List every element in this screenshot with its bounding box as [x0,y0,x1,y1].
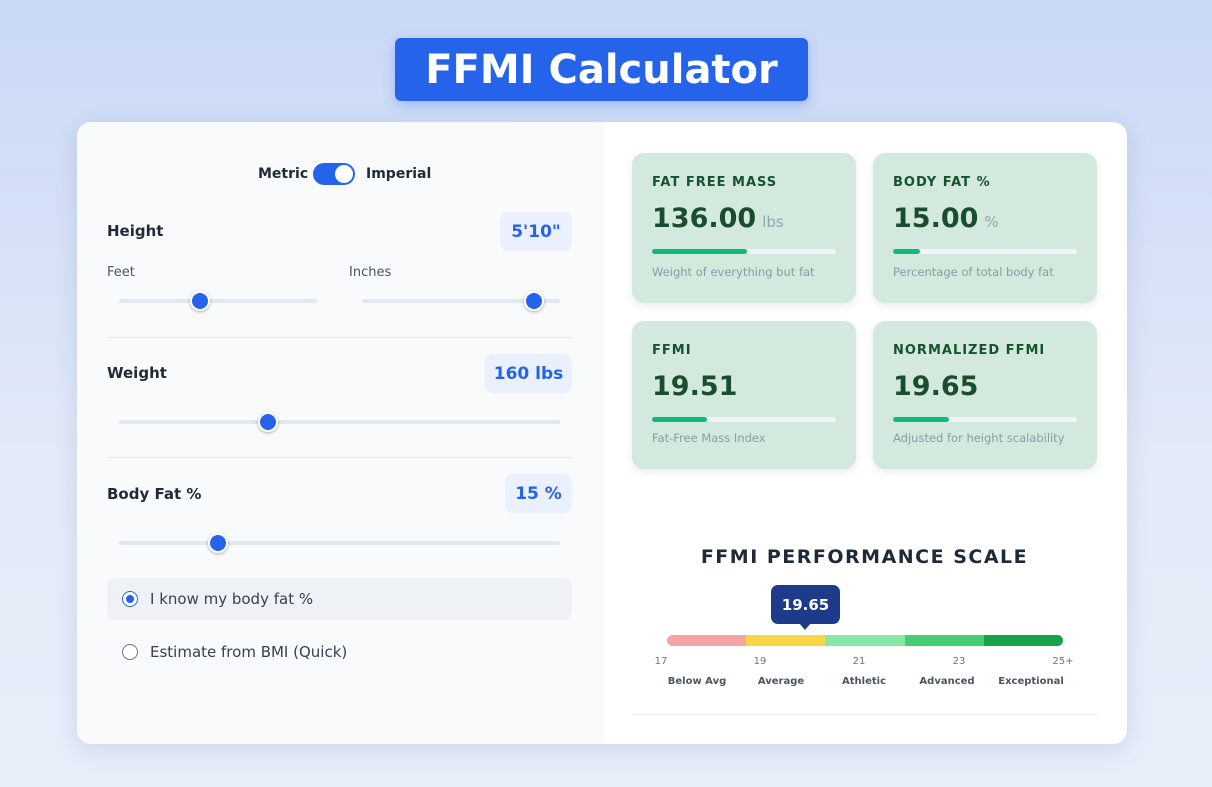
result-caption: Fat-Free Mass Index [652,431,766,445]
value-text: 15.00 [893,203,979,234]
scale-level: Below Avg [667,676,727,687]
divider [632,714,1097,715]
scale-segment [983,635,1063,646]
result-caption: Adjusted for height scalability [893,431,1065,445]
progress-track [652,249,836,254]
value-unit: lbs [762,213,784,231]
page-title: FFMI Calculator [395,38,808,101]
result-card: FAT FREE MASS 136.00 lbs Weight of everyt… [632,153,856,303]
result-value: 136.00 lbs [652,203,784,234]
result-title: BODY FAT % [893,175,991,190]
scale-tick: 21 [852,656,866,667]
slider[interactable] [119,299,317,303]
scale-level: Exceptional [998,676,1064,687]
scale-level: Athletic [842,676,886,687]
progress-fill [893,249,920,254]
divider [107,457,572,458]
input-panel: Metric Imperial Height 5'10" Feet Inches… [77,122,604,744]
input-label: Height [107,222,164,240]
value-unit: % [984,213,999,231]
input-value: 160 lbs [485,354,572,393]
scale-segment [825,635,905,646]
slider-thumb[interactable] [258,412,278,432]
result-card: NORMALIZED FFMI 19.65 Adjusted for heigh… [873,321,1097,469]
scale-tick: 25+ [1052,656,1074,667]
input-value: 15 % [505,474,572,513]
unit-toggle[interactable] [313,163,355,185]
radio-dot [126,595,134,603]
scale-level: Advanced [919,676,975,687]
toggle-knob [335,165,353,183]
scale-segment [904,635,984,646]
divider [107,337,572,338]
radio-selected[interactable] [122,591,138,607]
result-caption: Percentage of total body fat [893,265,1054,279]
calculator-card: Metric Imperial Height 5'10" Feet Inches… [77,122,1127,744]
result-value: 19.51 [652,371,738,402]
input-label: Weight [107,364,167,382]
input-value: 5'10" [500,212,572,251]
scale-segment [746,635,826,646]
scale-bar [667,635,1063,646]
result-title: NORMALIZED FFMI [893,343,1046,358]
slider[interactable] [119,420,560,424]
scale-tick: 23 [952,656,966,667]
progress-track [893,249,1077,254]
progress-fill [652,417,707,422]
progress-track [893,417,1077,422]
scale-segment [667,635,747,646]
result-value: 15.00% [893,203,999,234]
slider-label: Inches [349,265,392,280]
slider-thumb[interactable] [524,291,544,311]
slider-label: Feet [107,265,135,280]
scale-tick: 17 [654,656,668,667]
scale-marker: 19.65 [771,585,840,624]
result-card: BODY FAT % 15.00% Percentage of total bo… [873,153,1097,303]
slider[interactable] [119,541,560,545]
slider-thumb[interactable] [208,533,228,553]
scale-tick: 19 [753,656,767,667]
result-value: 19.65 [893,371,979,402]
marker-arrow [799,623,811,630]
result-card: FFMI 19.51 Fat-Free Mass Index [632,321,856,469]
unit-label: Metric [258,166,309,182]
result-title: FAT FREE MASS [652,175,778,190]
progress-fill [893,417,949,422]
result-title: FFMI [652,343,692,358]
option-label[interactable]: Estimate from BMI (Quick) [150,643,348,661]
option-row[interactable] [107,578,572,620]
result-caption: Weight of everything but fat [652,265,815,279]
scale-level: Average [757,676,805,687]
slider[interactable] [362,299,560,303]
radio[interactable] [122,644,138,660]
option-label[interactable]: I know my body fat % [150,590,314,608]
progress-fill [652,249,747,254]
value-text: 136.00 [652,203,757,234]
slider-thumb[interactable] [190,291,210,311]
unit-label: Imperial [366,166,432,182]
input-label: Body Fat % [107,485,202,503]
progress-track [652,417,836,422]
scale-title: FFMI PERFORMANCE SCALE [700,546,1029,568]
